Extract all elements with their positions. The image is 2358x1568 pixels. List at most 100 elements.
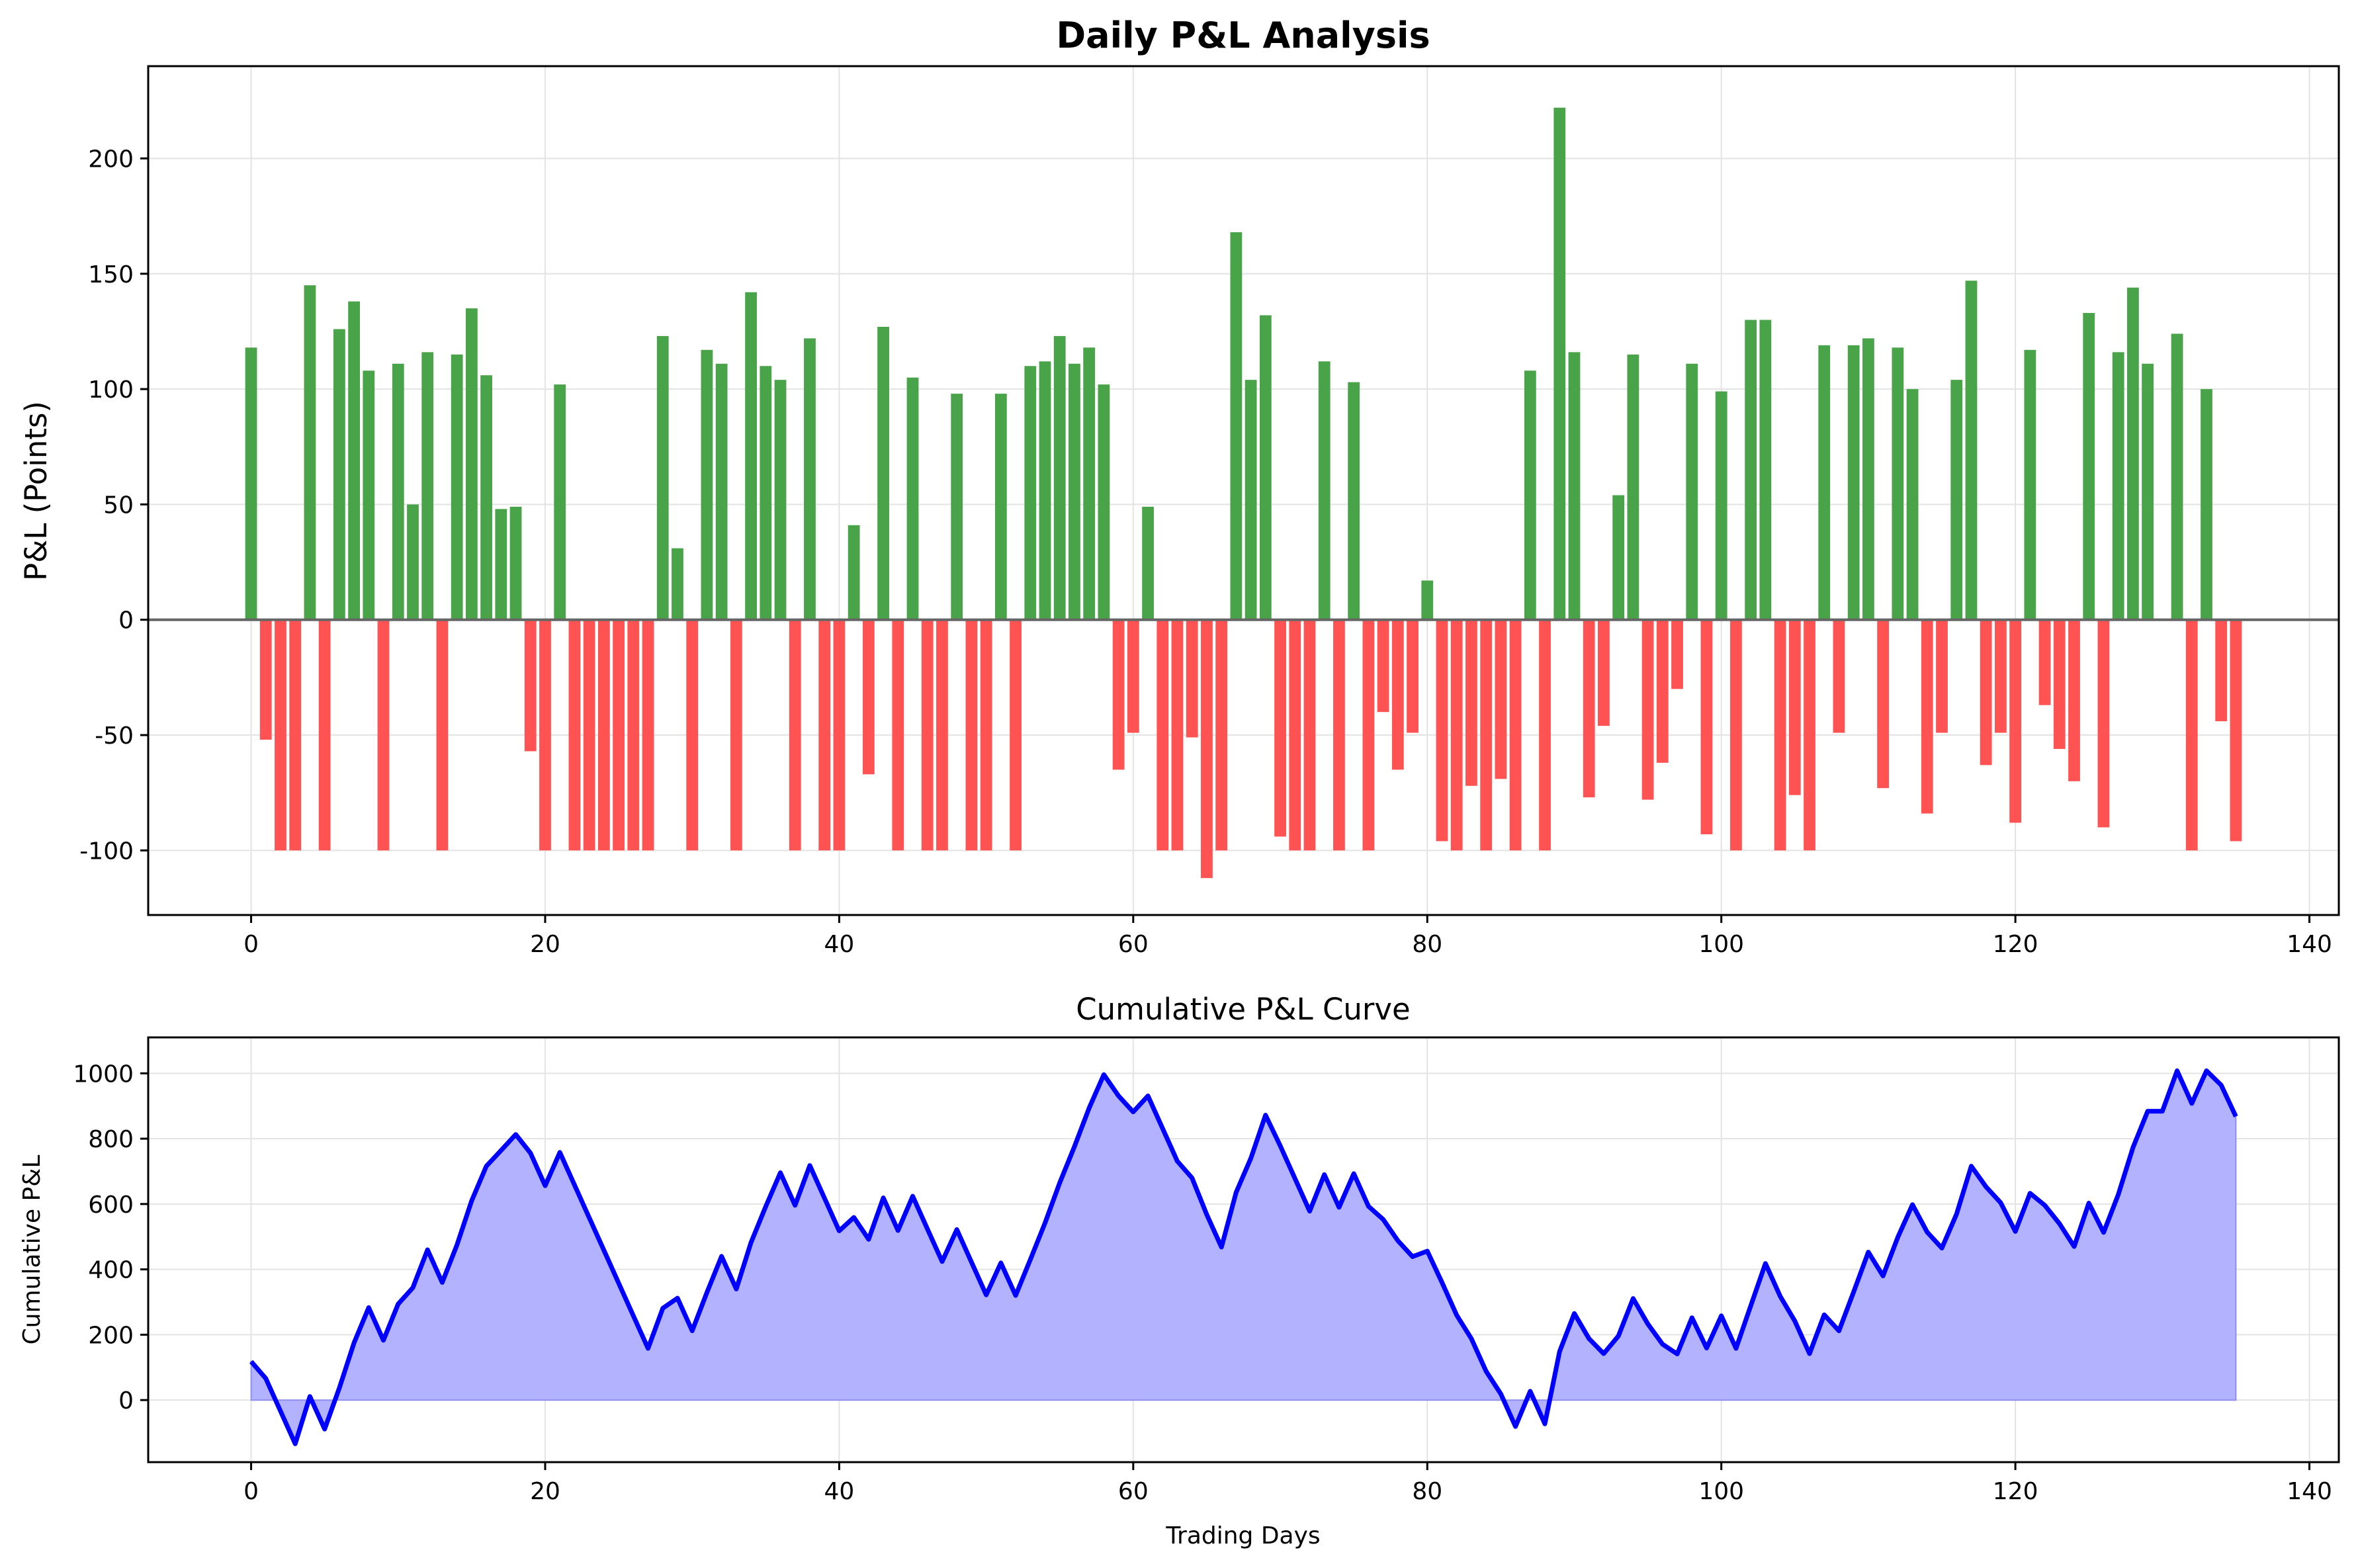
chart-subtitle: Cumulative P&L Curve [1076,992,1411,1027]
bar [1112,619,1125,770]
bar [774,380,787,620]
bar [1553,107,1566,620]
bar [686,619,699,851]
bar [1303,619,1316,851]
bar [2142,363,2154,620]
y-tick-label: 200 [88,1322,134,1349]
bar [672,548,683,620]
bar [2201,389,2212,620]
x-tick-label: 20 [530,931,560,958]
bar [1010,619,1022,851]
y-ticks: -100 -50 0 50 100 150 200 [79,146,148,865]
bar [1053,335,1066,620]
bar [539,619,551,851]
bar [318,619,331,851]
x-ticks: 0 20 40 60 80 100 120 140 [243,915,2332,958]
bar [2083,313,2095,620]
bar [1568,352,1581,620]
y-axis-label: P&L (Points) [19,401,54,581]
bar [1362,619,1375,851]
bar [2053,619,2066,749]
x-ticks: 0 20 40 60 80 100 120 140 [243,1462,2332,1505]
bar [304,285,316,620]
y-tick-label: 400 [88,1257,134,1284]
bar [407,504,419,620]
bar [1745,320,1757,620]
bar [363,370,375,620]
cumulative-area [250,1068,2237,1446]
bar [451,354,463,620]
bar [1259,315,1272,620]
bar [818,619,831,851]
bar [2127,287,2139,620]
bar [1847,345,1860,620]
bar [1656,619,1669,763]
bar-series [245,107,2242,879]
bar [833,619,846,851]
bar [259,619,272,740]
bar [480,375,492,620]
bar [1921,619,1933,814]
bar [1804,619,1815,851]
x-tick-label: 20 [530,1478,560,1505]
bar [1627,354,1639,620]
y-tick-label: 0 [118,1387,134,1415]
bar [1671,619,1683,689]
bar [1877,619,1890,789]
bar [760,366,772,620]
bar [1039,361,1051,620]
bar [1774,619,1786,851]
y-tick-label: -100 [79,838,134,865]
bar [1083,347,1096,620]
bar [1274,619,1286,837]
y-tick-label: -50 [95,722,134,750]
x-tick-label: 40 [824,1478,855,1505]
bar [656,335,669,620]
x-tick-label: 140 [2287,1478,2332,1505]
y-tick-label: 0 [118,607,134,634]
bar [2171,333,2183,620]
bar [1818,345,1831,620]
bar [1289,619,1301,851]
bar [1598,619,1610,726]
y-tick-label: 100 [88,376,134,404]
bar [1730,619,1742,851]
bar [965,619,978,851]
bar [554,384,566,620]
x-tick-label: 100 [1698,1478,1744,1505]
bar [936,619,948,851]
y-ticks: 0 200 400 600 800 1000 [73,1061,148,1415]
x-tick-label: 80 [1412,931,1442,958]
bar [1450,619,1463,851]
x-tick-label: 60 [1118,931,1149,958]
bar [789,619,801,851]
bar [1142,506,1154,620]
bar [1215,619,1228,851]
bar [848,525,860,620]
y-tick-label: 600 [88,1192,134,1219]
bar [877,326,889,620]
bar [1906,389,1919,620]
bar [1965,281,1978,620]
bar [642,619,654,851]
bar [333,329,345,620]
bar [524,619,537,752]
bar [1950,380,1963,620]
bar [1995,619,2007,733]
y-tick-label: 1000 [73,1061,134,1088]
x-tick-label: 120 [1993,931,2038,958]
bar [1436,619,1448,842]
bar [1612,495,1625,620]
bar [1715,391,1727,620]
bar [892,619,904,851]
bar [1788,619,1801,795]
x-tick-label: 120 [1993,1478,2038,1505]
bar [348,301,360,620]
bar [1686,363,1698,620]
y-tick-label: 50 [103,492,134,519]
bar [862,619,875,775]
bar [1980,619,1992,765]
bar [275,619,286,851]
bar [1407,619,1419,733]
y-tick-label: 200 [88,146,134,173]
